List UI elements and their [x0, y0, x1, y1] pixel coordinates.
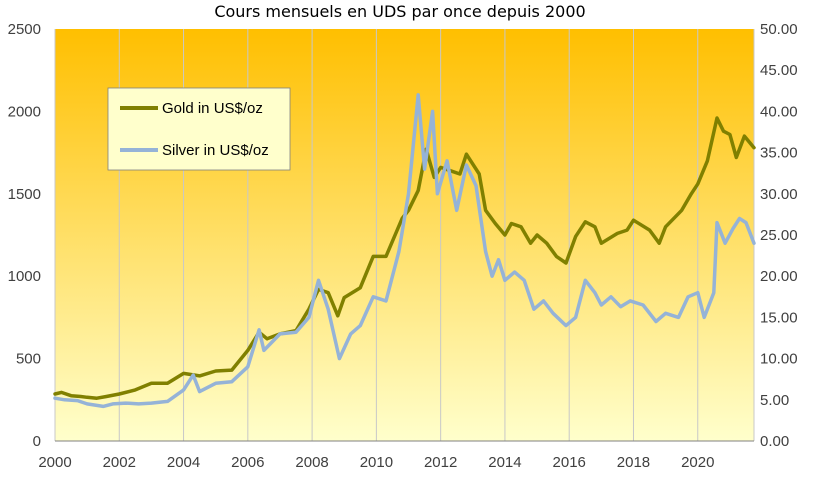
x-tick-label: 2008	[295, 454, 328, 471]
tick-labels: 2000 2002 2004 2006 2008 2010 2012 2014 2016 2018…	[8, 21, 798, 471]
y-left-tick-label: 2000	[8, 103, 41, 120]
y-right-tick-label: 15.00	[760, 309, 798, 326]
x-tick-label: 2002	[103, 454, 136, 471]
legend-box	[107, 87, 291, 171]
y-right-tick-label: 10.00	[760, 351, 798, 368]
x-tick-label: 2020	[681, 454, 714, 471]
y-left-tick-label: 0	[33, 433, 41, 450]
x-tick-label: 2014	[488, 454, 521, 471]
chart-title: Cours mensuels en UDS par once depuis 20…	[214, 2, 585, 21]
y-right-tick-label: 40.00	[760, 103, 798, 120]
y-right-tick-label: 30.00	[760, 186, 798, 203]
y-right-tick-label: 50.00	[760, 21, 798, 38]
x-tick-label: 2010	[360, 454, 393, 471]
legend: Gold in US$/oz Silver in US$/oz	[107, 87, 291, 171]
y-left-tick-label: 500	[16, 351, 41, 368]
y-right-tick-label: 35.00	[760, 145, 798, 162]
x-tick-label: 2000	[38, 454, 71, 471]
y-left-tick-label: 1000	[8, 268, 41, 285]
x-tick-label: 2006	[231, 454, 264, 471]
x-tick-label: 2018	[617, 454, 650, 471]
y-left-tick-label: 2500	[8, 21, 41, 38]
x-tick-label: 2012	[424, 454, 457, 471]
y-right-tick-label: 20.00	[760, 268, 798, 285]
x-tick-label: 2016	[553, 454, 586, 471]
y-left-tick-label: 1500	[8, 186, 41, 203]
legend-label-gold: Gold in US$/oz	[162, 100, 263, 117]
y-right-tick-label: 25.00	[760, 227, 798, 244]
y-right-tick-label: 45.00	[760, 62, 798, 79]
x-tick-label: 2004	[167, 454, 200, 471]
series-layer	[53, 93, 756, 409]
silver-series-line	[53, 93, 756, 409]
legend-label-silver: Silver in US$/oz	[162, 142, 269, 159]
y-right-tick-label: 0.00	[760, 433, 789, 450]
y-right-tick-label: 5.00	[760, 392, 789, 409]
